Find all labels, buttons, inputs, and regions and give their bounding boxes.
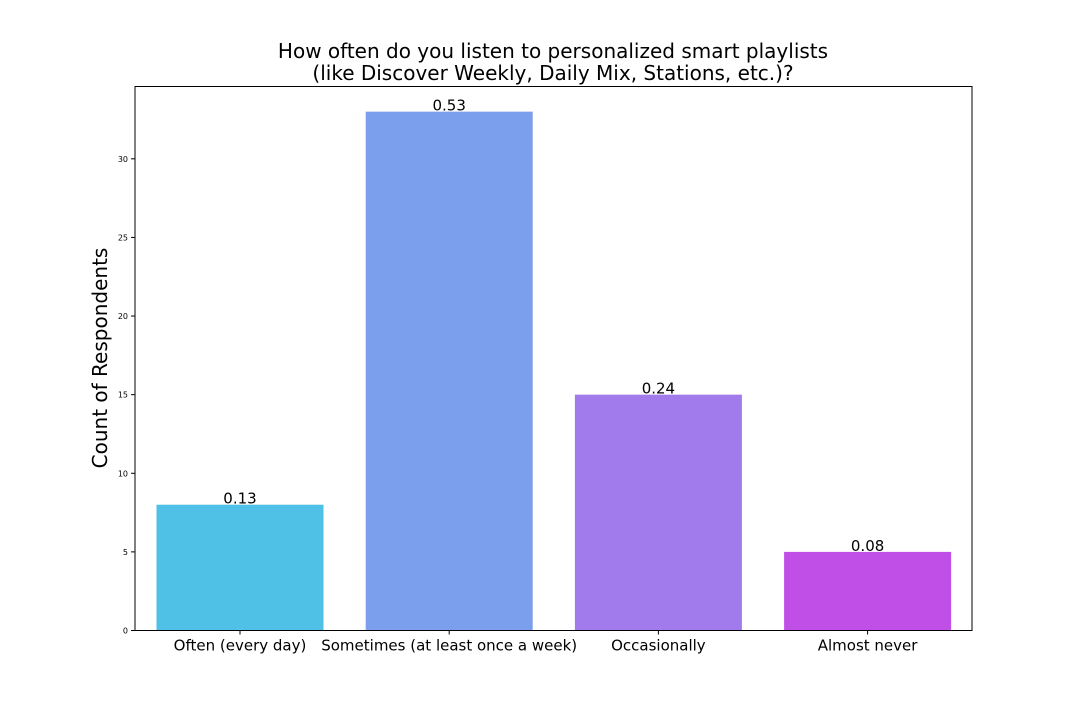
y-tick-label-2: 10: [118, 469, 128, 478]
x-tick-label-0: Often (every day): [174, 637, 307, 655]
bar-2: [574, 394, 742, 631]
y-tick-label-3: 15: [118, 391, 128, 400]
bars-group: [156, 111, 952, 631]
bar-0: [156, 504, 324, 631]
x-tick-label-3: Almost never: [818, 637, 919, 655]
data-label-3: 0.08: [851, 537, 884, 555]
chart-title-line-2: (like Discover Weekly, Daily Mix, Statio…: [312, 61, 793, 85]
bar-1: [365, 111, 533, 631]
data-label-1: 0.53: [432, 97, 465, 115]
y-tick-label-5: 25: [118, 233, 128, 242]
y-tick-label-0: 0: [123, 627, 128, 636]
data-label-2: 0.24: [642, 380, 675, 398]
y-tick-label-6: 30: [118, 155, 128, 164]
data-label-0: 0.13: [223, 490, 256, 508]
x-axis-ticks: Often (every day) Sometimes (at least onc…: [174, 630, 919, 655]
chart-title-line-1: How often do you listen to personalized …: [278, 39, 828, 63]
bar-3: [784, 551, 952, 631]
y-tick-label-4: 20: [118, 312, 128, 321]
x-tick-label-2: Occasionally: [611, 637, 706, 655]
plot-frame: [134, 86, 973, 631]
x-tick-label-1: Sometimes (at least once a week): [321, 637, 577, 655]
y-tick-label-1: 5: [123, 548, 128, 557]
y-axis-ticks: 0 5 10 15 20 25 30: [118, 155, 135, 636]
y-axis-label: Count of Respondents: [88, 248, 112, 469]
data-labels: 0.13 0.53 0.24 0.08: [223, 97, 884, 555]
